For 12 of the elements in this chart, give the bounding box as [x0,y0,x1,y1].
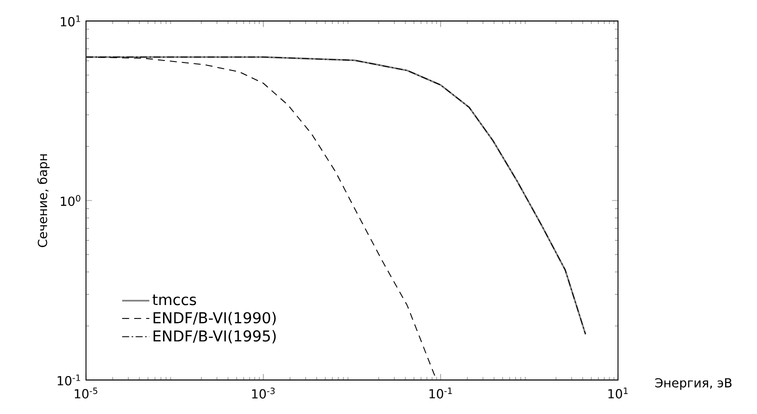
x-tick-label: 10$^{-3}$ [252,388,275,399]
y-tick-label: 10$^{-1}$ [58,374,80,386]
y-tick-label: 10$^{0}$ [60,195,80,206]
legend-label: ENDF/B-VI(1990) [154,312,276,326]
legend-label: ENDF/B-VI(1995) [154,330,276,344]
x-tick-label: 10$^{-1}$ [430,388,452,398]
x-tick-label: 10$^{-5}$ [74,388,98,398]
legend-label: tmccs [152,294,196,306]
x-tick-label: 10$^{1}$ [608,388,628,398]
x-axis-title: Энергия, эВ [655,378,732,390]
y-tick-label: 10$^{1}$ [60,16,80,26]
y-axis-title: Сечение, барн [37,154,50,248]
